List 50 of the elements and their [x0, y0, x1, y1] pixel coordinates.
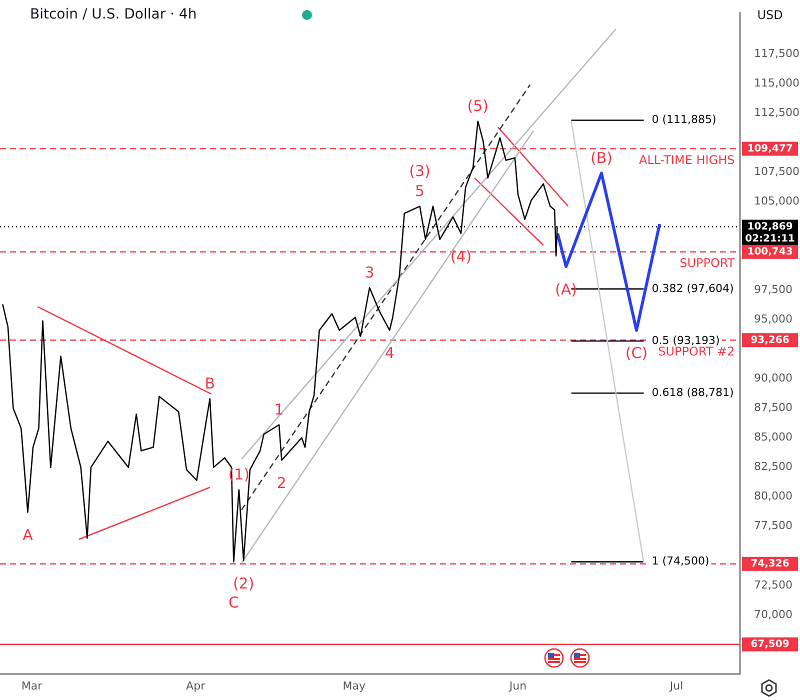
- y-tick-label: 97,500: [754, 283, 792, 296]
- annotation: (A): [555, 280, 577, 298]
- y-tick-label: 87,500: [754, 401, 792, 414]
- x-tick-label: Jul: [668, 679, 684, 692]
- annotation: 4: [384, 344, 394, 362]
- annotation: SUPPORT #2: [658, 344, 735, 358]
- y-tick-label: 85,000: [754, 430, 792, 444]
- annotation: ALL-TIME HIGHS: [638, 152, 735, 167]
- y-axis-title: USD: [757, 8, 783, 22]
- y-tick-label: 77,500: [754, 519, 792, 532]
- y-tick-label: 82,500: [754, 460, 792, 474]
- y-tick-label: 80,000: [754, 490, 792, 503]
- y-tick-label: 105,000: [754, 194, 800, 208]
- annotation: (3): [409, 162, 430, 180]
- y-tick-label: 115,000: [754, 76, 800, 90]
- annotation: (C): [625, 344, 648, 362]
- annotation: A: [22, 526, 34, 544]
- y-tick-label: 70,000: [754, 608, 792, 621]
- series-label: 0.5 (93,193): [652, 334, 720, 347]
- x-tick-label: Jun: [508, 679, 527, 692]
- y-tick-label: 107,500: [754, 164, 800, 178]
- ref-line-label: 100,743: [747, 246, 793, 258]
- annotation: SUPPORT: [680, 256, 736, 270]
- annotation: (5): [467, 97, 489, 116]
- ref-line-label: 74,326: [750, 558, 790, 570]
- x-tick-label: Apr: [186, 679, 206, 692]
- y-tick-label: 112,500: [754, 106, 800, 119]
- ref-line-label: 109,477: [747, 143, 793, 154]
- y-tick-label: 95,000: [754, 312, 792, 326]
- y-tick-label: 72,500: [754, 578, 792, 592]
- annotation: 3: [364, 264, 374, 282]
- series-label: 1 (74,500): [652, 554, 710, 568]
- series-label: 0 (111,885): [652, 113, 716, 126]
- y-tick-label: 90,000: [754, 372, 792, 385]
- annotation: (2): [232, 574, 254, 593]
- annotation: 2: [276, 474, 286, 492]
- y-tick-label: 117,500: [754, 46, 800, 60]
- ref-line-label: 102,869 02:21:11: [745, 221, 795, 244]
- annotation: B: [204, 374, 216, 393]
- series-label: 0.618 (88,781): [652, 386, 734, 399]
- ref-line-label: 67,509: [750, 638, 790, 650]
- ref-line-label: 93,266: [750, 334, 790, 346]
- x-tick-label: Mar: [21, 679, 43, 692]
- annotation: (B): [590, 149, 612, 168]
- annotation: C: [228, 594, 239, 612]
- chart-title: Bitcoin / U.S. Dollar · 4h: [30, 6, 197, 23]
- series-label: 0.382 (97,604): [652, 282, 734, 295]
- annotation: 5: [415, 182, 425, 200]
- annotation: 1: [274, 400, 284, 419]
- x-tick-label: May: [342, 679, 366, 692]
